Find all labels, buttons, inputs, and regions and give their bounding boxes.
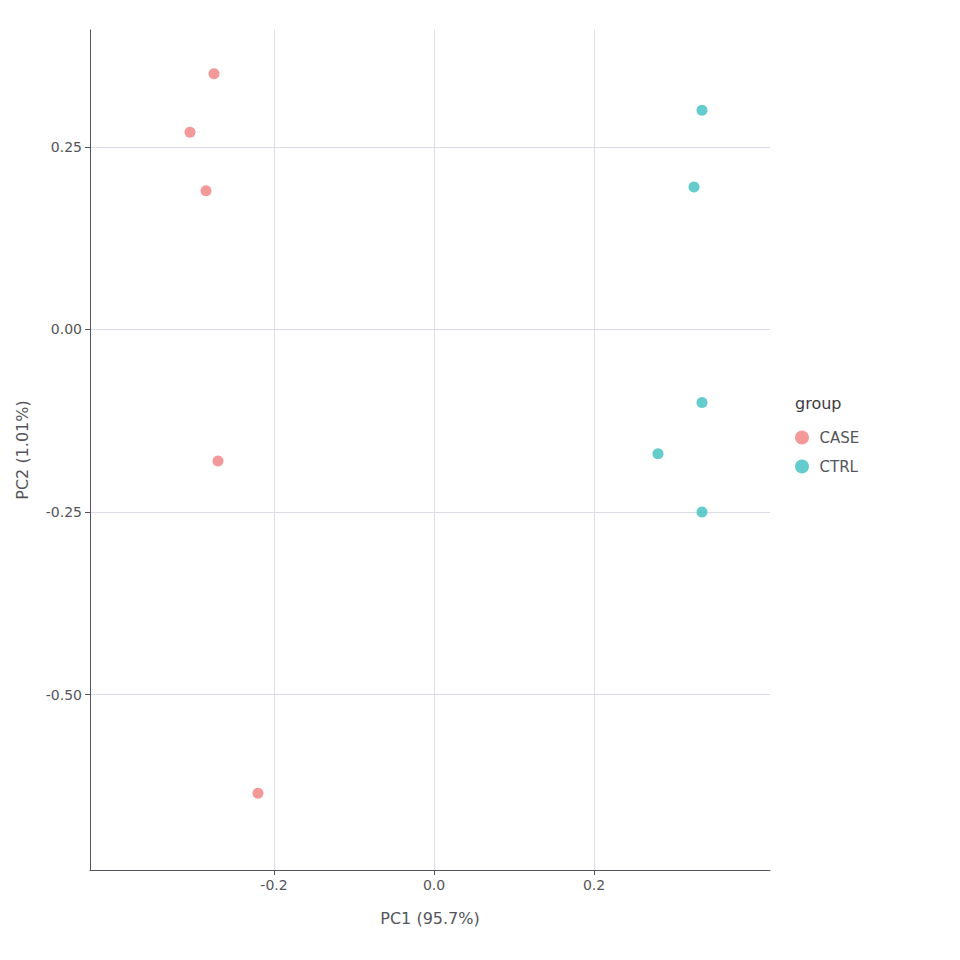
- svg-text:PC2 (1.01%): PC2 (1.01%): [13, 400, 32, 499]
- svg-text:CASE: CASE: [820, 429, 860, 447]
- svg-text:CTRL: CTRL: [820, 458, 859, 476]
- svg-text:0.0: 0.0: [423, 877, 445, 893]
- svg-text:-0.25: -0.25: [46, 504, 82, 520]
- svg-text:0.00: 0.00: [51, 321, 82, 337]
- svg-text:0.25: 0.25: [51, 139, 82, 155]
- svg-text:group: group: [795, 394, 841, 413]
- svg-text:0.2: 0.2: [583, 877, 605, 893]
- svg-text:PC1 (95.7%): PC1 (95.7%): [380, 909, 479, 928]
- svg-text:-0.50: -0.50: [46, 687, 82, 703]
- svg-text:-0.2: -0.2: [260, 877, 287, 893]
